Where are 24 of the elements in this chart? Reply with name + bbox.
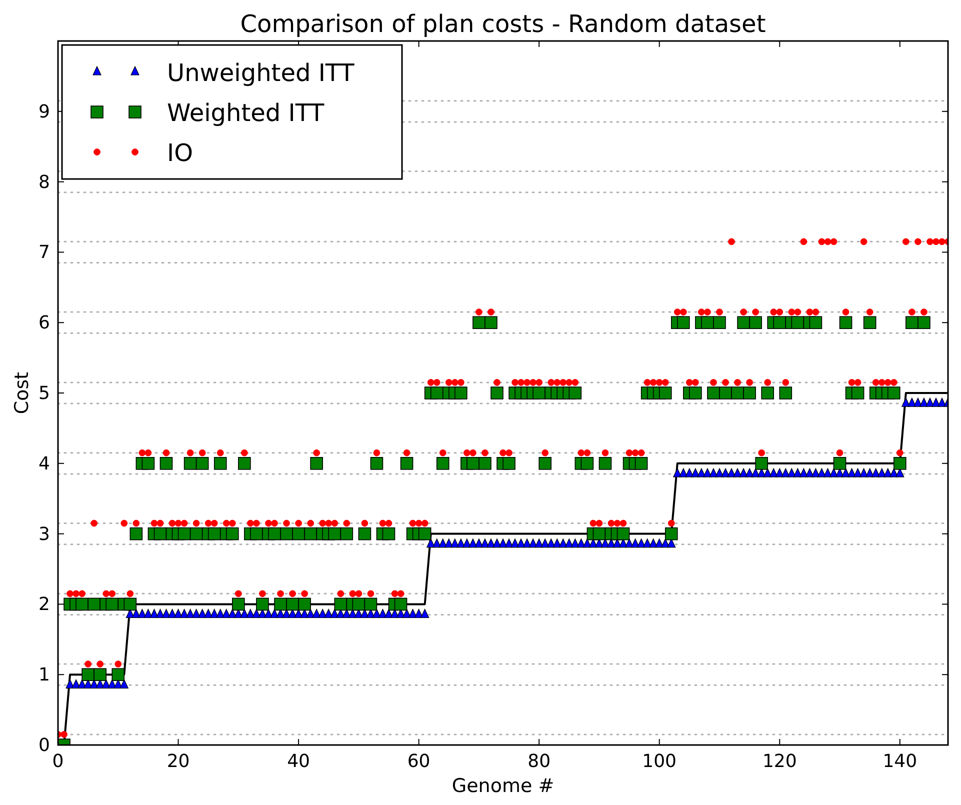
legend-label: IO [167,139,193,167]
y-tick-label: 0 [38,735,50,756]
legend-label: Unweighted ITT [167,59,355,87]
legend-label: Weighted ITT [167,99,325,127]
y-tick-label: 7 [38,242,50,264]
y-axis-title: Cost [11,372,33,414]
x-tick-label: 120 [762,751,797,772]
y-tick-label: 1 [38,664,50,686]
x-axis-title: Genome # [452,775,554,797]
x-tick-label: 100 [642,751,677,772]
y-tick-label: 3 [38,524,50,545]
x-tick-label: 140 [882,751,918,772]
y-tick-label: 8 [38,172,50,193]
x-tick-label: 40 [287,751,310,772]
x-tick-label: 60 [407,751,430,772]
chart-title: Comparison of plan costs - Random dataset [240,10,766,38]
y-tick-label: 6 [38,312,50,334]
y-tick-label: 2 [38,594,50,616]
x-tick-label: 20 [166,751,190,772]
y-tick-label: 4 [38,453,50,474]
x-tick-label: 0 [52,751,64,772]
y-tick-label: 5 [38,383,50,404]
x-tick-label: 80 [528,751,551,772]
y-tick-label: 9 [38,101,50,122]
